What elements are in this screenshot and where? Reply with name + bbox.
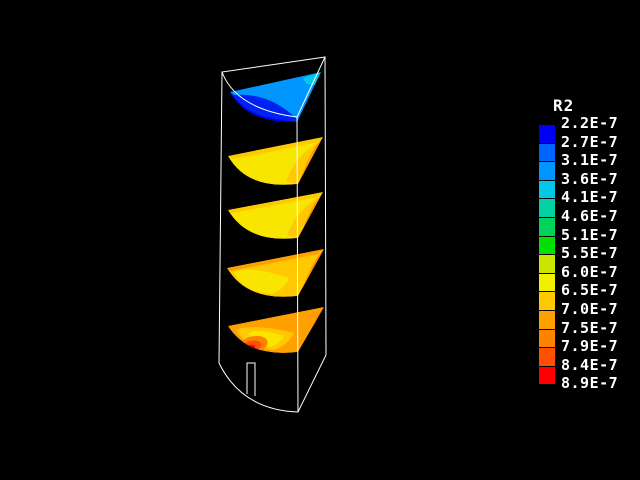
slice-1	[230, 72, 321, 123]
front-corner-edge	[296, 116, 299, 413]
notch-outline	[246, 362, 256, 396]
slice-3	[228, 192, 323, 239]
slice-4	[227, 249, 324, 297]
wireframe	[218, 56, 327, 413]
slice-2	[228, 137, 323, 185]
slice-5	[228, 307, 324, 353]
bottom-outline	[218, 354, 327, 413]
left-edge	[218, 71, 223, 364]
contour-slices	[227, 72, 324, 353]
axis-edge	[324, 56, 327, 356]
